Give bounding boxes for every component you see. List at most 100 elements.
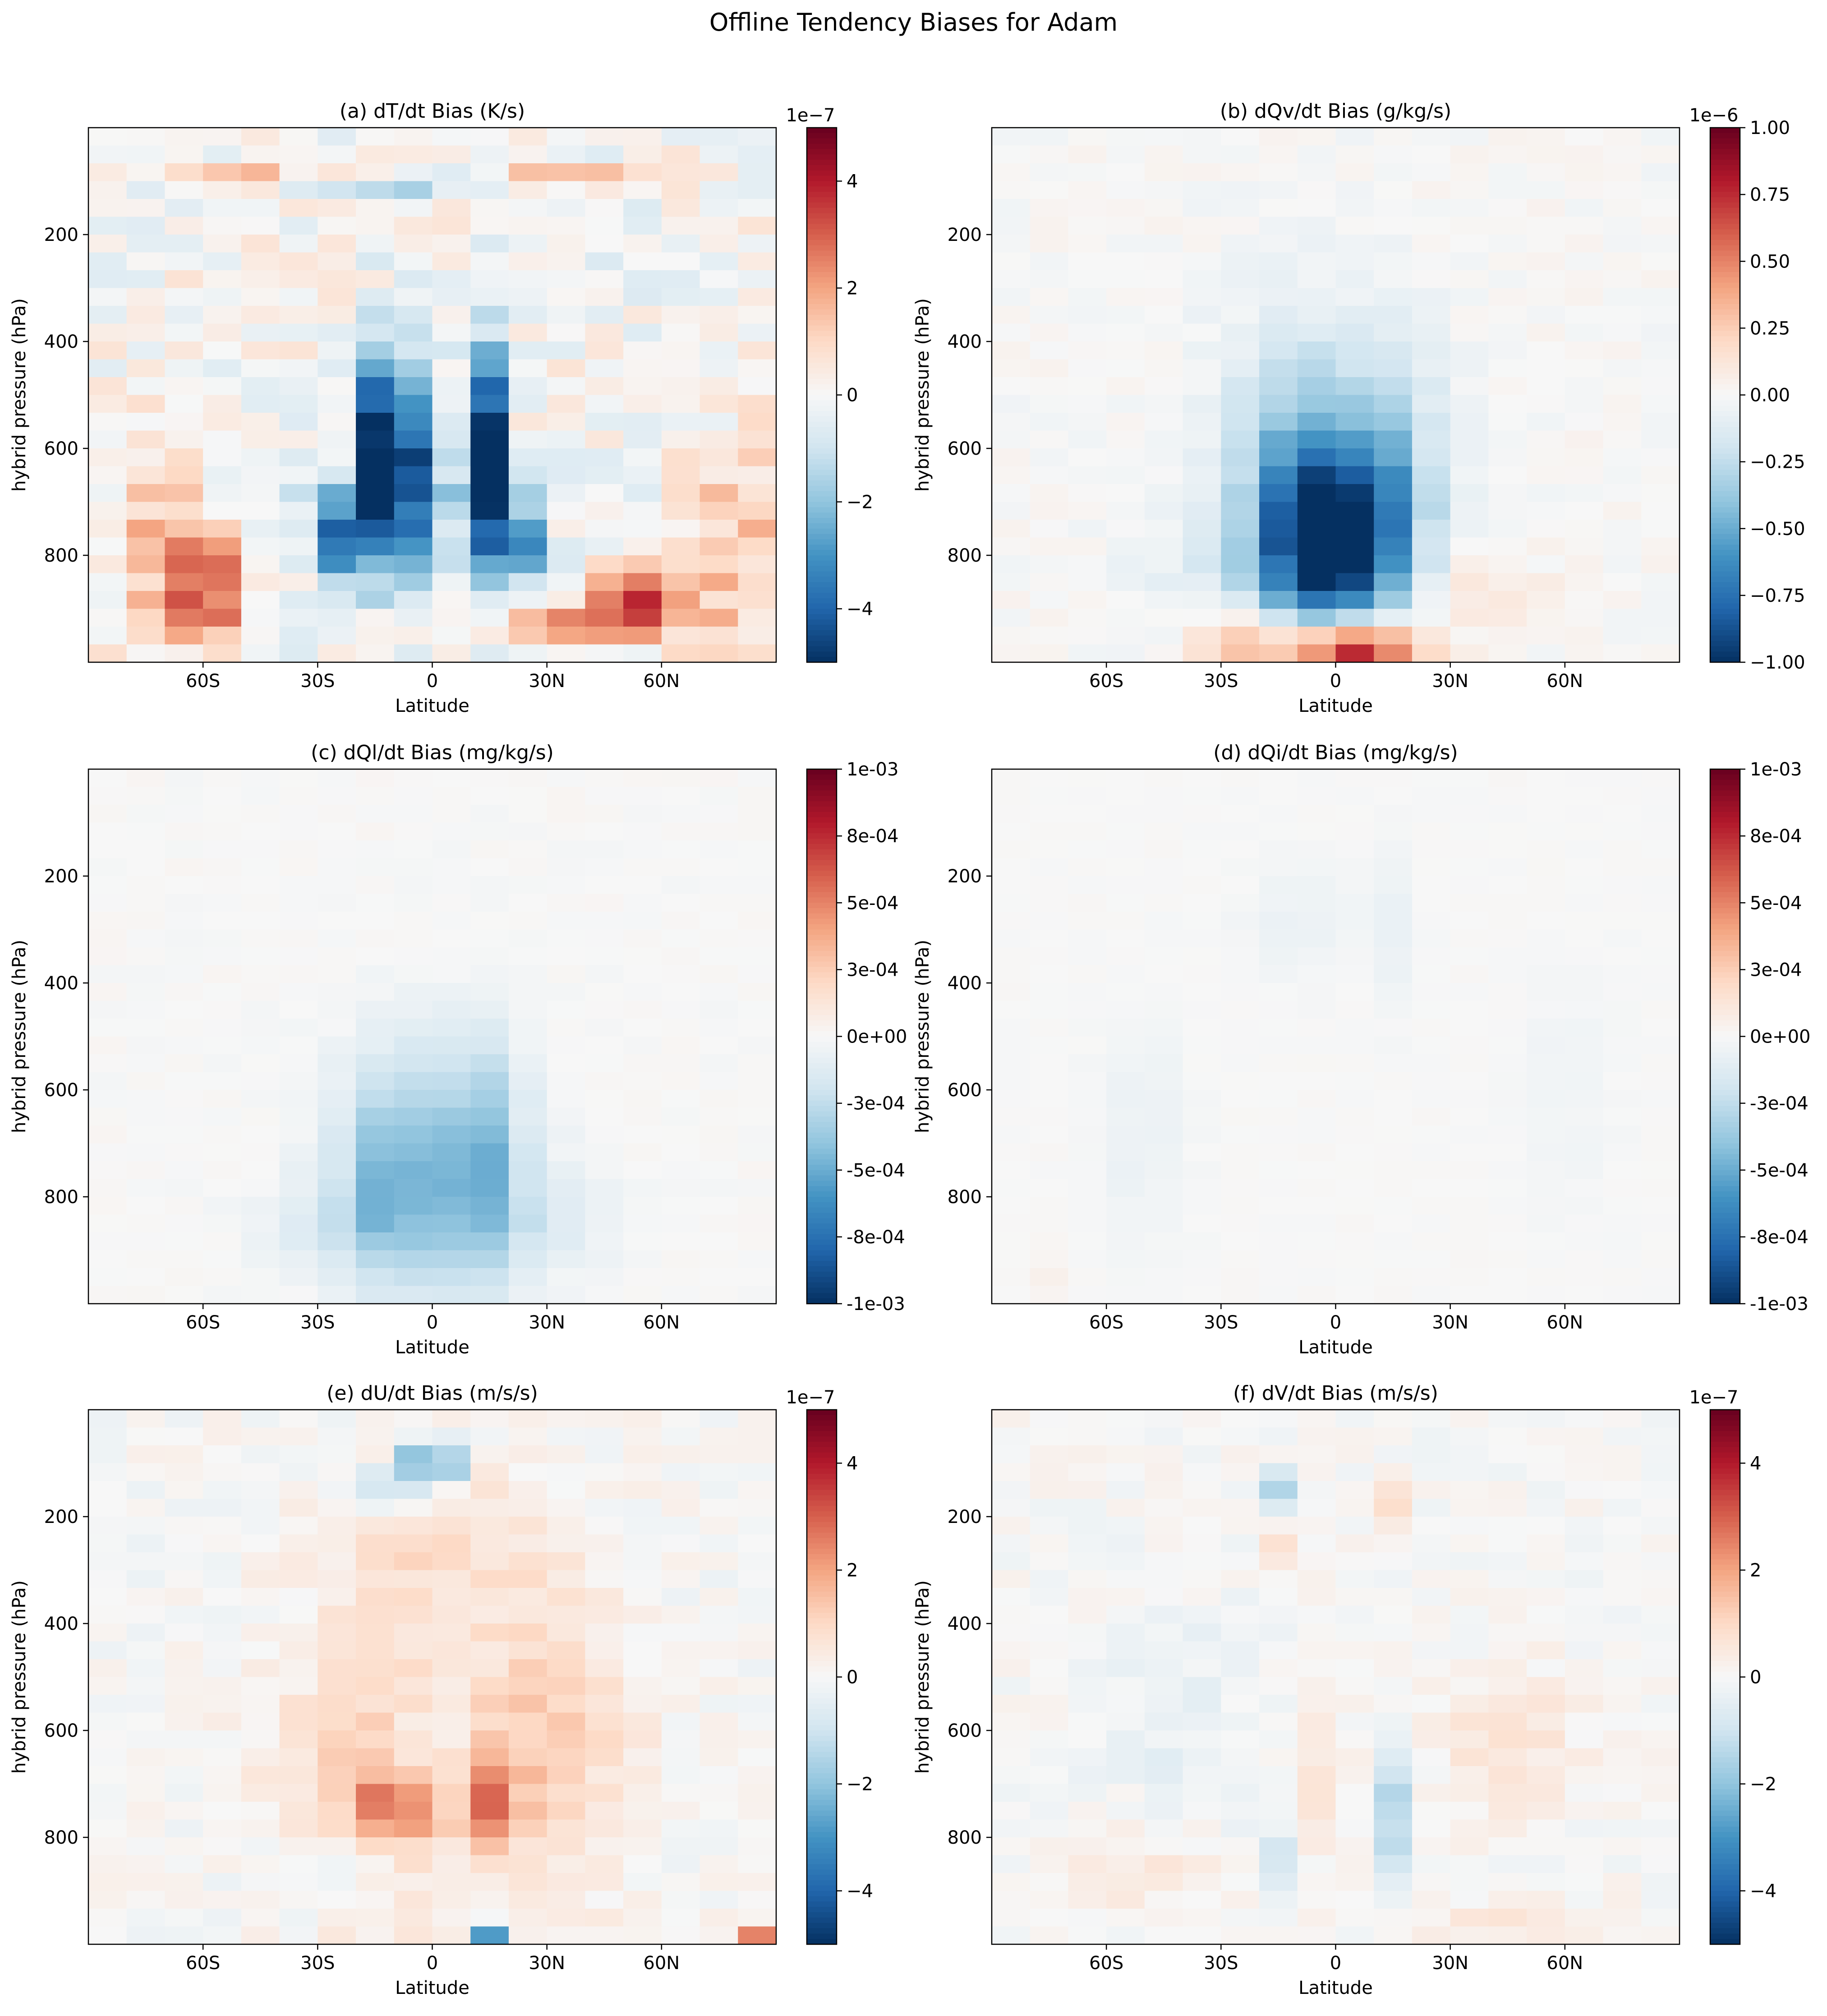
heatmap-cell [241,1802,280,1820]
colorbar-segment [1710,1891,1740,1897]
colorbar-segment [1710,544,1740,550]
heatmap-cell [1641,1909,1680,1927]
heatmap-cell [432,929,471,948]
heatmap-cell [279,288,318,306]
heatmap-cell [700,1766,738,1785]
colorbar-segment [807,282,837,289]
heatmap-cell [203,1552,242,1571]
heatmap-cell [356,163,395,182]
heatmap-cell [432,1072,471,1090]
heatmap-cell [241,1019,280,1037]
heatmap-cell [1641,627,1680,645]
heatmap-cell [394,1677,433,1695]
heatmap-cell [1374,1837,1413,1856]
heatmap-cell [165,1712,203,1731]
colorbar-segment [807,1127,837,1133]
colorbar-segment [807,1506,837,1512]
heatmap-cell [1297,1534,1336,1553]
heatmap-cell [1565,1179,1604,1197]
heatmap-cell [203,929,242,948]
heatmap-cell [700,894,738,912]
colorbar-segment [1710,1864,1740,1870]
heatmap-cell [126,1036,166,1055]
heatmap-cell [394,644,433,663]
colorbar-segment [807,1229,837,1235]
heatmap-cell [1527,1161,1565,1180]
colorbar-segment [807,544,837,550]
heatmap-cell [1527,1926,1565,1945]
heatmap-cell [508,912,548,930]
colorbar-segment [807,619,837,625]
heatmap-cell [700,1214,738,1233]
heatmap-cell [88,822,127,841]
colorbar-segment [807,213,837,219]
colorbar-segment [1710,1773,1740,1779]
x-tick-label: 60S [186,1953,220,1974]
heatmap-cell [318,270,356,289]
heatmap-cell [432,341,471,360]
heatmap-cell [585,965,624,983]
heatmap-cell [1641,199,1680,217]
heatmap-cell [1412,1250,1451,1269]
heatmap-cell [547,448,585,467]
colorbar-segment [807,1186,837,1192]
heatmap-cell [547,1143,585,1162]
colorbar-segment [1710,395,1740,401]
heatmap-cell [700,1873,738,1891]
heatmap-cell [992,1286,1031,1304]
heatmap-cell [1488,377,1527,396]
heatmap-cell [1144,609,1183,627]
heatmap-cell [1450,1427,1489,1446]
heatmap-cell [992,430,1031,449]
colorbar-segment [1710,1164,1740,1171]
colorbar-segment [807,1431,837,1437]
heatmap-cell [508,217,548,235]
heatmap-cell [1335,413,1374,431]
heatmap-cell [279,1126,318,1144]
heatmap-cell [432,270,471,289]
heatmap-cell [1450,1641,1489,1660]
heatmap-cell [1030,1090,1069,1108]
colorbar-segment [1710,314,1740,321]
colorbar-segment [807,929,837,936]
heatmap-cell [279,199,318,217]
heatmap-cell [1259,591,1298,609]
heatmap-cell [1259,1891,1298,1909]
heatmap-cell [1183,448,1221,467]
heatmap-cell [623,1090,662,1108]
heatmap-cell [508,1517,548,1535]
heatmap-cell [356,502,395,520]
heatmap-cell [432,1766,471,1785]
heatmap-cell [1374,1819,1413,1838]
heatmap-cell [1641,929,1680,948]
heatmap-cell [700,1926,738,1945]
heatmap-cell [470,1784,509,1802]
heatmap-cell [738,1891,777,1909]
heatmap-cell [88,591,127,609]
colorbar-segment [1710,892,1740,898]
heatmap-cell [126,1445,166,1464]
heatmap-cell [88,1588,127,1606]
heatmap-cell [992,1214,1031,1233]
heatmap-cell [1106,537,1145,556]
heatmap-cell [1565,1445,1604,1464]
heatmap-cell [1183,947,1221,966]
heatmap-cell [1450,1552,1489,1571]
heatmap-cell [1183,323,1221,342]
heatmap-cell [1335,1766,1374,1785]
colorbar-segment [1710,256,1740,262]
heatmap-cell [585,448,624,467]
heatmap-cell [508,1268,548,1287]
heatmap-cell [1335,145,1374,164]
colorbar-segment [1710,400,1740,406]
heatmap-cell [1068,1891,1107,1909]
heatmap-cell [1144,395,1183,413]
heatmap-cell [585,1427,624,1446]
heatmap-cell [1144,555,1183,574]
heatmap-cell [1527,1445,1565,1464]
heatmap-cell [1259,1677,1298,1695]
y-axis-label: hybrid pressure (hPa) [912,1580,933,1774]
colorbar-segment [1710,1004,1740,1010]
colorbar-segment [1710,378,1740,385]
heatmap-cell [470,1552,509,1571]
